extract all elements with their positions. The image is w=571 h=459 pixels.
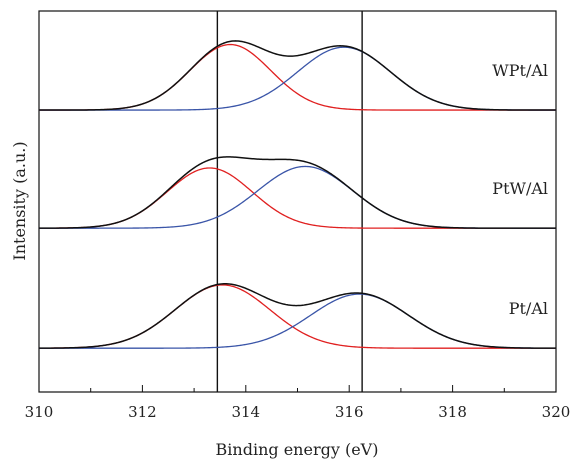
peak-b-curve bbox=[39, 293, 557, 349]
reference-lines bbox=[216, 11, 363, 392]
panel-labels: WPt/Al PtW/Al Pt/Al bbox=[492, 61, 548, 318]
x-tick-label: 312 bbox=[128, 403, 157, 421]
panel-label: WPt/Al bbox=[492, 61, 548, 80]
curves bbox=[38, 40, 557, 349]
peak-a-curve bbox=[38, 284, 556, 349]
x-tick-label: 320 bbox=[542, 403, 571, 421]
peak-b-curve bbox=[39, 46, 556, 111]
x-tick-label: 316 bbox=[335, 403, 364, 421]
envelope-curve bbox=[39, 40, 556, 111]
panel-2 bbox=[39, 156, 556, 229]
y-axis-title: Intensity (a.u.) bbox=[10, 141, 29, 260]
panel-label: Pt/Al bbox=[509, 299, 548, 318]
tick-marks bbox=[38, 385, 557, 392]
peak-a-curve bbox=[39, 167, 556, 229]
x-tick-labels: 310 312 314 316 318 320 bbox=[25, 403, 571, 421]
envelope-curve bbox=[38, 282, 557, 349]
plot-frame bbox=[38, 10, 557, 393]
peak-b-curve bbox=[39, 165, 556, 229]
envelope-curve bbox=[39, 156, 556, 229]
panel-1 bbox=[39, 40, 556, 111]
panel-3 bbox=[38, 282, 557, 349]
x-tick-label: 314 bbox=[231, 403, 260, 421]
x-tick-label: 310 bbox=[25, 403, 54, 421]
x-tick-label: 318 bbox=[438, 403, 467, 421]
peak-a-curve bbox=[39, 43, 556, 111]
x-axis-title: Binding energy (eV) bbox=[216, 440, 379, 459]
panel-label: PtW/Al bbox=[492, 179, 548, 198]
